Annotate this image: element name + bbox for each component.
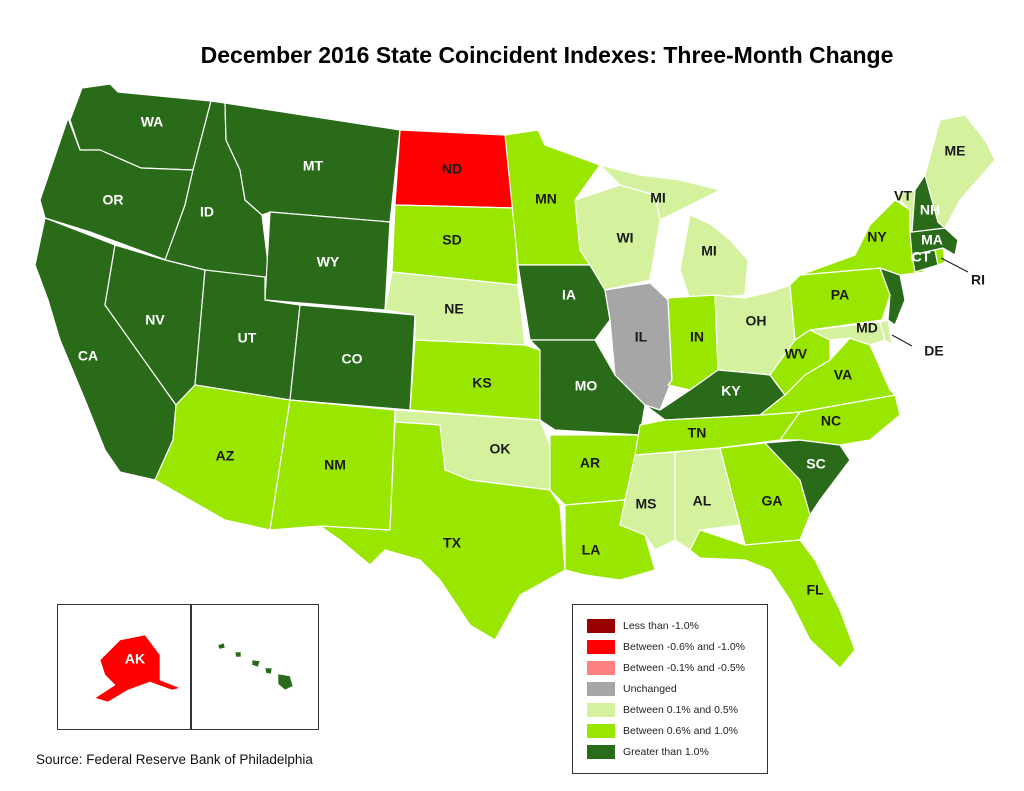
source-note: Source: Federal Reserve Bank of Philadel… bbox=[36, 752, 313, 767]
state-label-md: MD bbox=[856, 320, 878, 336]
state-ny[interactable] bbox=[799, 199, 926, 276]
state-label-ne: NE bbox=[444, 301, 463, 317]
state-label-me: ME bbox=[945, 143, 966, 159]
state-label-ky: KY bbox=[721, 383, 741, 399]
legend-label-p06-10: Between 0.6% and 1.0% bbox=[623, 724, 738, 737]
state-label-al: AL bbox=[693, 493, 712, 509]
state-label-mo: MO bbox=[575, 378, 598, 394]
state-label-pa: PA bbox=[831, 287, 849, 303]
leader-lines bbox=[891, 257, 969, 347]
legend-row-neg01-05: Between -0.1% and -0.5% bbox=[587, 657, 767, 678]
state-label-mn: MN bbox=[535, 191, 557, 207]
legend-row-neg06-10: Between -0.6% and -1.0% bbox=[587, 636, 767, 657]
state-label-hi: HI bbox=[240, 668, 254, 684]
state-label-wv: WV bbox=[785, 346, 808, 362]
state-label-ca: CA bbox=[78, 348, 98, 364]
state-label-de: DE bbox=[924, 343, 943, 359]
legend-row-gt1: Greater than 1.0% bbox=[587, 741, 767, 762]
state-label-oh: OH bbox=[746, 313, 767, 329]
states-layer bbox=[34, 83, 996, 669]
state-label-wi: WI bbox=[616, 230, 633, 246]
state-label-sc: SC bbox=[806, 456, 825, 472]
state-label-in: IN bbox=[690, 329, 704, 345]
state-label-mi: MI bbox=[701, 243, 717, 259]
state-label-mi: MI bbox=[650, 190, 666, 206]
legend-swatch-unch bbox=[587, 681, 615, 696]
legend-label-neg01-05: Between -0.1% and -0.5% bbox=[623, 661, 745, 674]
state-label-tx: TX bbox=[443, 535, 462, 551]
state-label-il: IL bbox=[635, 329, 648, 345]
state-label-or: OR bbox=[103, 192, 124, 208]
legend-swatch-neg06-10 bbox=[587, 639, 615, 654]
state-label-id: ID bbox=[200, 204, 214, 220]
state-label-tn: TN bbox=[688, 425, 707, 441]
state-label-wa: WA bbox=[141, 114, 164, 130]
state-me[interactable] bbox=[924, 114, 996, 229]
state-label-nc: NC bbox=[821, 413, 841, 429]
legend-row-lt1: Less than -1.0% bbox=[587, 615, 767, 636]
state-de[interactable] bbox=[879, 319, 893, 346]
state-label-az: AZ bbox=[216, 448, 235, 464]
state-fl[interactable] bbox=[689, 529, 856, 669]
legend-label-p01-05: Between 0.1% and 0.5% bbox=[623, 703, 738, 716]
state-label-nv: NV bbox=[145, 312, 165, 328]
state-mi[interactable] bbox=[599, 164, 749, 301]
state-label-wy: WY bbox=[317, 254, 340, 270]
legend: Less than -1.0% Between -0.6% and -1.0% … bbox=[572, 604, 768, 774]
inset-divider bbox=[190, 604, 192, 730]
insets bbox=[94, 634, 294, 703]
state-label-ct: CT bbox=[912, 249, 931, 265]
legend-label-gt1: Greater than 1.0% bbox=[623, 745, 709, 758]
legend-row-unch: Unchanged bbox=[587, 678, 767, 699]
state-label-ga: GA bbox=[762, 493, 783, 509]
state-label-nm: NM bbox=[324, 457, 346, 473]
legend-swatch-gt1 bbox=[587, 744, 615, 759]
legend-label-neg06-10: Between -0.6% and -1.0% bbox=[623, 640, 745, 653]
state-label-ny: NY bbox=[867, 229, 887, 245]
legend-swatch-p01-05 bbox=[587, 702, 615, 717]
state-tx[interactable] bbox=[319, 421, 566, 641]
state-label-vt: VT bbox=[894, 188, 912, 204]
legend-swatch-lt1 bbox=[587, 618, 615, 633]
state-label-ma: MA bbox=[921, 232, 943, 248]
state-label-nj: NJ bbox=[909, 303, 927, 319]
state-label-ar: AR bbox=[580, 455, 600, 471]
state-label-nh: NH bbox=[920, 202, 940, 218]
legend-label-unch: Unchanged bbox=[623, 682, 677, 695]
state-label-ms: MS bbox=[636, 496, 657, 512]
state-label-la: LA bbox=[582, 542, 601, 558]
state-label-nd: ND bbox=[442, 161, 462, 177]
state-label-mt: MT bbox=[303, 158, 324, 174]
state-label-fl: FL bbox=[806, 582, 824, 598]
state-label-ak: AK bbox=[125, 651, 145, 667]
legend-swatch-p06-10 bbox=[587, 723, 615, 738]
map-title: December 2016 State Coincident Indexes: … bbox=[200, 42, 894, 68]
state-label-sd: SD bbox=[442, 232, 461, 248]
state-label-ok: OK bbox=[490, 441, 511, 457]
state-label-ia: IA bbox=[562, 287, 576, 303]
inset-frame bbox=[57, 604, 319, 730]
state-label-co: CO bbox=[342, 351, 363, 367]
state-label-ut: UT bbox=[238, 330, 257, 346]
legend-swatch-neg01-05 bbox=[587, 660, 615, 675]
state-hi[interactable] bbox=[217, 642, 294, 691]
state-vt[interactable] bbox=[894, 189, 916, 233]
state-labels: WA OR CA ID NV MT WY UT CO AZ NM ND SD NE KS OK TX MN IA MO… bbox=[78, 114, 985, 684]
state-label-ks: KS bbox=[472, 375, 491, 391]
state-mt[interactable] bbox=[224, 102, 401, 223]
legend-row-p06-10: Between 0.6% and 1.0% bbox=[587, 720, 767, 741]
state-label-va: VA bbox=[834, 367, 852, 383]
state-label-ri: RI bbox=[971, 272, 985, 288]
state-ak[interactable] bbox=[94, 634, 181, 703]
legend-row-p01-05: Between 0.1% and 0.5% bbox=[587, 699, 767, 720]
legend-label-lt1: Less than -1.0% bbox=[623, 619, 699, 632]
